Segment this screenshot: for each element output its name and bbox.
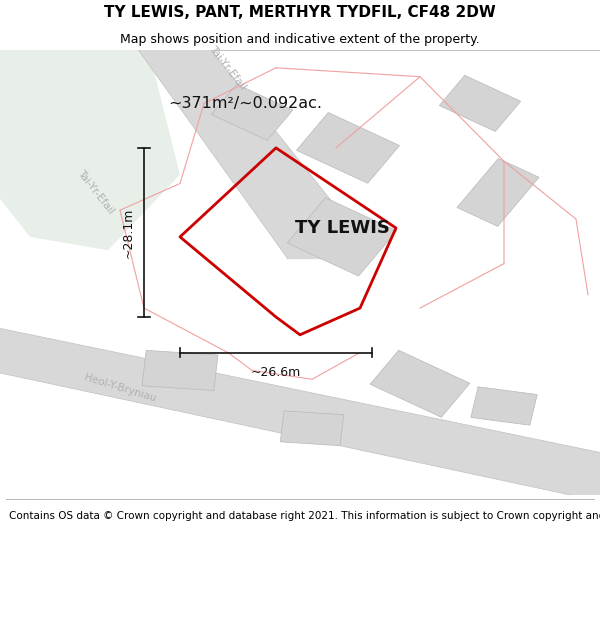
Polygon shape bbox=[142, 351, 218, 391]
Text: Tai-Yr-Efail: Tai-Yr-Efail bbox=[76, 169, 116, 216]
Polygon shape bbox=[457, 159, 539, 226]
Polygon shape bbox=[132, 41, 360, 259]
Text: ~28.1m: ~28.1m bbox=[122, 208, 135, 258]
Text: Contains OS data © Crown copyright and database right 2021. This information is : Contains OS data © Crown copyright and d… bbox=[9, 511, 600, 521]
Text: ~371m²/~0.092ac.: ~371m²/~0.092ac. bbox=[168, 96, 322, 111]
Polygon shape bbox=[370, 350, 470, 418]
Polygon shape bbox=[0, 0, 180, 250]
Polygon shape bbox=[287, 198, 397, 276]
Text: Tai-Yr-Efail: Tai-Yr-Efail bbox=[208, 44, 248, 92]
Text: TY LEWIS: TY LEWIS bbox=[295, 219, 389, 237]
Text: TY LEWIS, PANT, MERTHYR TYDFIL, CF48 2DW: TY LEWIS, PANT, MERTHYR TYDFIL, CF48 2DW bbox=[104, 5, 496, 20]
Polygon shape bbox=[211, 84, 293, 141]
Polygon shape bbox=[471, 387, 537, 425]
Text: Heol-Y-Bryniau: Heol-Y-Bryniau bbox=[83, 372, 157, 404]
Polygon shape bbox=[439, 76, 521, 131]
Text: Map shows position and indicative extent of the property.: Map shows position and indicative extent… bbox=[120, 32, 480, 46]
Text: ~26.6m: ~26.6m bbox=[251, 366, 301, 379]
Polygon shape bbox=[0, 326, 600, 504]
Polygon shape bbox=[296, 112, 400, 183]
Polygon shape bbox=[280, 411, 344, 446]
